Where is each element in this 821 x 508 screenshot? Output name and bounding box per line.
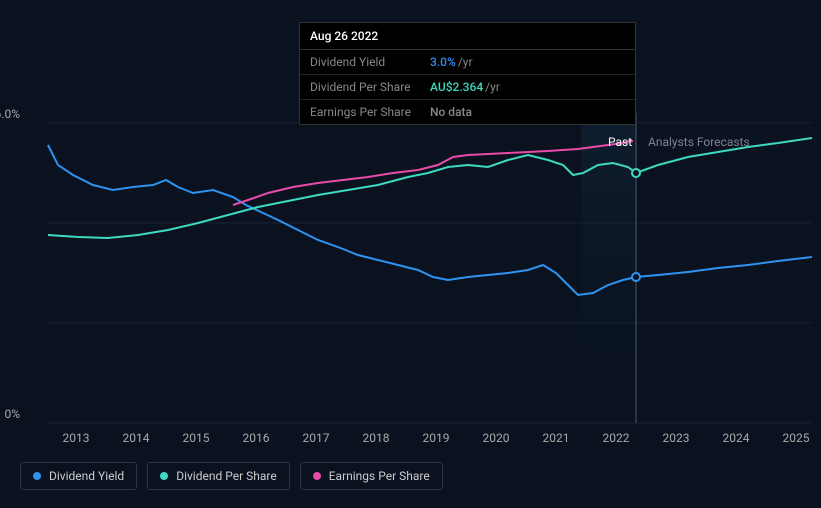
x-axis-label: 2017 [296,431,336,445]
tooltip-row-label: Dividend Per Share [310,80,430,94]
x-axis-label: 2013 [56,431,96,445]
legend-item[interactable]: Earnings Per Share [300,462,443,490]
past-label: Past [608,135,632,149]
tooltip-row: Dividend Per ShareAU$2.364/yr [300,75,635,100]
x-axis-label: 2021 [536,431,576,445]
x-axis-label: 2024 [716,431,756,445]
x-axis-label: 2016 [236,431,276,445]
tooltip-row: Dividend Yield3.0%/yr [300,50,635,75]
tooltip-row-unit: /yr [458,55,473,69]
series-line [233,141,633,205]
y-axis-label: 0% [0,407,20,421]
y-axis-label: 6.0% [0,107,20,121]
legend-item[interactable]: Dividend Yield [20,462,137,490]
tooltip-row: Earnings Per ShareNo data [300,100,635,124]
legend-dot [313,472,321,480]
tooltip-row-value: 3.0% [430,55,456,69]
legend-dot [33,472,41,480]
tooltip-row-label: Dividend Yield [310,55,430,69]
legend-label: Earnings Per Share [329,469,430,483]
tooltip-row-value: AU$2.364 [430,80,483,94]
x-axis-label: 2014 [116,431,156,445]
legend-label: Dividend Yield [49,469,124,483]
tooltip-row-unit: /yr [485,80,500,94]
legend-item[interactable]: Dividend Per Share [147,462,290,490]
tooltip-row-label: Earnings Per Share [310,105,430,119]
legend: Dividend Yield Dividend Per Share Earnings… [20,462,443,490]
forecast-label: Analysts Forecasts [648,135,750,149]
x-axis-label: 2015 [176,431,216,445]
x-axis-label: 2022 [596,431,636,445]
series-marker [632,169,640,177]
x-axis-label: 2020 [476,431,516,445]
tooltip-row-value: No data [430,105,472,119]
x-axis-label: 2025 [776,431,816,445]
tooltip: Aug 26 2022 Dividend Yield3.0%/yrDividen… [299,22,636,125]
legend-label: Dividend Per Share [176,469,277,483]
x-axis-label: 2018 [356,431,396,445]
series-marker [632,273,640,281]
tooltip-date: Aug 26 2022 [300,23,635,50]
x-axis-label: 2023 [656,431,696,445]
legend-dot [160,472,168,480]
chart-plot-area[interactable]: 6.0%0% 201320142015201620172018201920202… [18,105,812,450]
x-axis-label: 2019 [416,431,456,445]
